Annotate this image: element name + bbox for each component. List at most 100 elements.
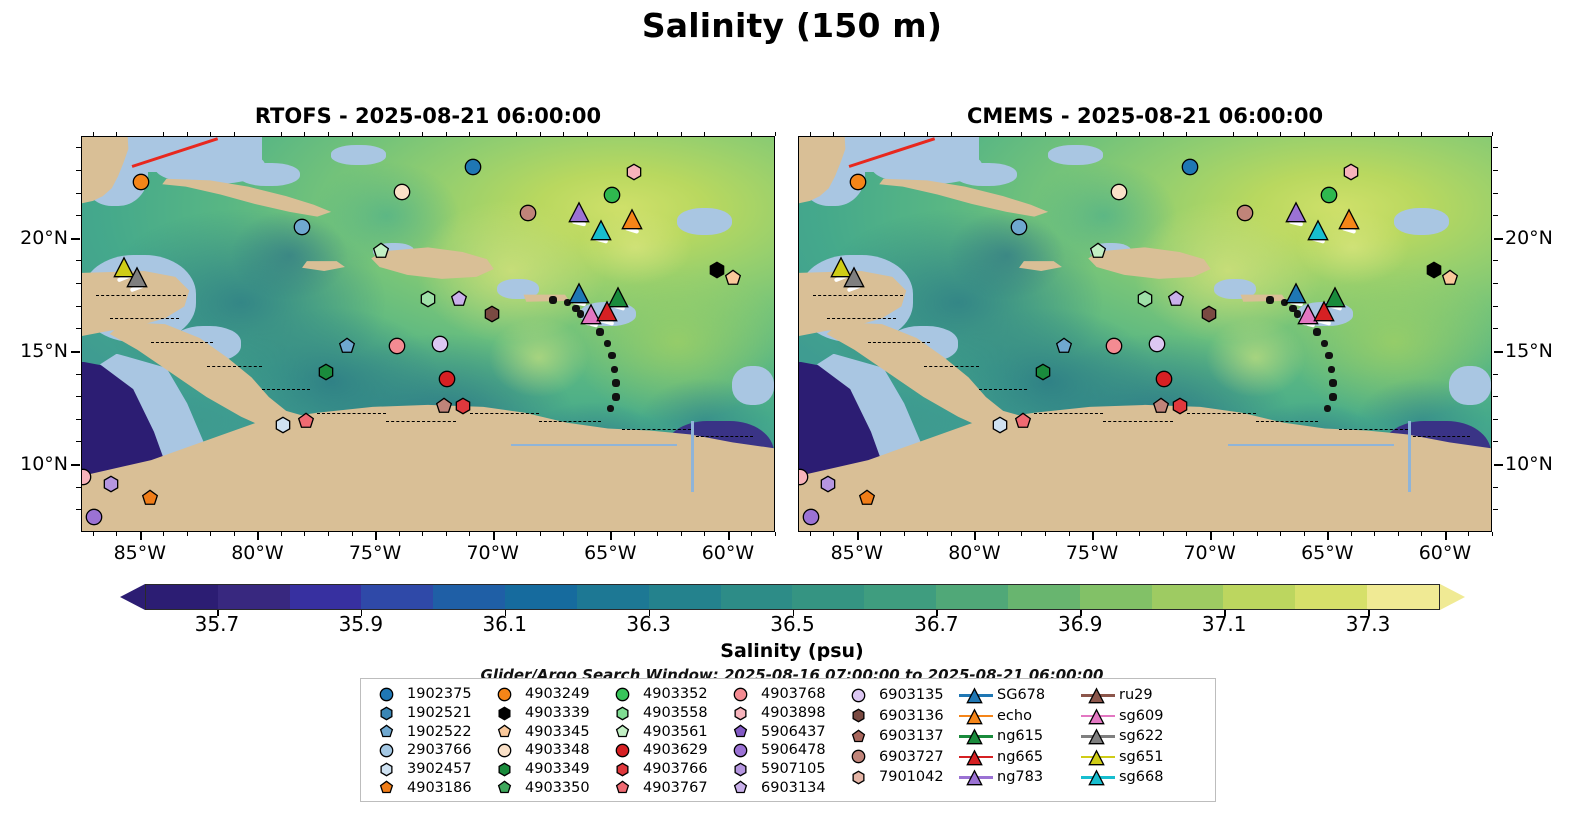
map-marker-4903898[interactable]: [625, 163, 643, 181]
map-marker-sg609[interactable]: [1296, 302, 1319, 325]
map-marker-sg622[interactable]: [125, 266, 148, 288]
map-marker-ng615[interactable]: [607, 285, 630, 308]
map-marker-echo[interactable]: [621, 208, 643, 230]
map-marker-4903768[interactable]: [388, 337, 406, 355]
map-marker-1902375[interactable]: [464, 158, 482, 176]
map-marker-6903727[interactable]: [519, 204, 537, 222]
legend-item-sg609[interactable]: sg609: [1081, 706, 1203, 727]
map-marker-4903898[interactable]: [1342, 163, 1360, 181]
legend-item-4903348[interactable]: 4903348: [487, 741, 605, 760]
map-marker-4903766[interactable]: [1171, 397, 1189, 415]
legend-item-4903349[interactable]: 4903349: [487, 760, 605, 779]
legend-item-2903766[interactable]: 2903766: [369, 741, 487, 760]
map-marker-SG678[interactable]: [1285, 282, 1307, 304]
legend-item-echo[interactable]: echo: [959, 706, 1081, 727]
map-marker-sg651[interactable]: [112, 256, 135, 278]
map-panel-cmems[interactable]: [798, 136, 1492, 532]
legend-item-4903767[interactable]: 4903767: [605, 778, 723, 797]
map-marker-4903348[interactable]: [393, 183, 411, 201]
legend-item-4903350[interactable]: 4903350: [487, 778, 605, 797]
legend-item-4903558[interactable]: 4903558: [605, 704, 723, 723]
map-marker-4903348[interactable]: [1110, 183, 1128, 201]
map-marker-1902375[interactable]: [1181, 158, 1199, 176]
legend-item-6903135[interactable]: 6903135: [841, 685, 959, 706]
legend-item-4903249[interactable]: 4903249: [487, 685, 605, 704]
legend-item-4903629[interactable]: 4903629: [605, 741, 723, 760]
map-marker-5906478[interactable]: [802, 508, 820, 526]
legend-item-6903137[interactable]: 6903137: [841, 726, 959, 747]
legend-item-6903727[interactable]: 6903727: [841, 747, 959, 768]
legend-item-sg651[interactable]: sg651: [1081, 747, 1203, 768]
legend-item-6903134[interactable]: 6903134: [723, 778, 841, 797]
map-marker-4903561[interactable]: [372, 242, 390, 260]
map-marker-sg609[interactable]: [579, 302, 602, 325]
map-marker-4903768b[interactable]: [799, 468, 809, 486]
map-marker-6903727[interactable]: [1236, 204, 1254, 222]
legend-item-ng615[interactable]: ng615: [959, 726, 1081, 747]
map-marker-sg651[interactable]: [829, 256, 852, 278]
legend-item-4903766[interactable]: 4903766: [605, 760, 723, 779]
map-marker-6903137[interactable]: [1152, 397, 1170, 415]
map-marker-4903558[interactable]: [419, 290, 437, 308]
legend-item-1902375[interactable]: 1902375: [369, 685, 487, 704]
map-marker-4903186[interactable]: [141, 488, 159, 507]
map-marker-4903352[interactable]: [603, 186, 621, 204]
map-marker-6903134[interactable]: [1167, 290, 1185, 308]
map-marker-1902521[interactable]: [293, 218, 311, 236]
legend-item-4903898[interactable]: 4903898: [723, 704, 841, 723]
map-marker-5907105[interactable]: [102, 475, 120, 493]
legend-item-7901042[interactable]: 7901042: [841, 767, 959, 788]
legend-item-SG678[interactable]: SG678: [959, 685, 1081, 706]
map-marker-4903629[interactable]: [1155, 370, 1173, 388]
map-marker-4903345[interactable]: [1441, 269, 1459, 287]
map-marker-6903136[interactable]: [483, 305, 501, 323]
legend-item-ng665[interactable]: ng665: [959, 747, 1081, 768]
legend-item-6903136[interactable]: 6903136: [841, 706, 959, 727]
map-marker-echo[interactable]: [1338, 208, 1360, 230]
map-marker-6903137[interactable]: [435, 397, 453, 415]
legend-item-ru29[interactable]: ru29: [1081, 685, 1203, 706]
map-marker-5906478[interactable]: [85, 508, 103, 526]
map-marker-ng783[interactable]: [1285, 201, 1307, 223]
map-marker-4903768[interactable]: [1105, 337, 1123, 355]
legend-item-4903339[interactable]: 4903339: [487, 704, 605, 723]
map-marker-4903249[interactable]: [132, 173, 150, 191]
map-marker-6903134[interactable]: [450, 290, 468, 308]
map-marker-4903349[interactable]: [1034, 363, 1052, 381]
legend-item-1902521[interactable]: 1902521: [369, 704, 487, 723]
map-marker-3902457[interactable]: [991, 416, 1009, 434]
map-marker-6903135[interactable]: [431, 335, 449, 353]
legend-item-sg622[interactable]: sg622: [1081, 726, 1203, 747]
map-marker-4903767[interactable]: [1014, 412, 1032, 430]
map-marker-4903249[interactable]: [849, 173, 867, 191]
legend-item-5907105[interactable]: 5907105: [723, 760, 841, 779]
map-marker-4903339[interactable]: [1425, 261, 1443, 279]
map-marker-4903339[interactable]: [708, 261, 726, 279]
legend-item-sg668[interactable]: sg668: [1081, 767, 1203, 788]
legend-item-5906437[interactable]: 5906437: [723, 722, 841, 741]
map-marker-sg668[interactable]: [1307, 218, 1329, 241]
map-marker-4903629[interactable]: [438, 370, 456, 388]
map-marker-4903352[interactable]: [1320, 186, 1338, 204]
legend-item-ng783[interactable]: ng783: [959, 767, 1081, 788]
legend-item-4903768[interactable]: 4903768: [723, 685, 841, 704]
map-marker-ng665[interactable]: [1312, 300, 1335, 322]
legend-item-3902457[interactable]: 3902457: [369, 760, 487, 779]
map-marker-1902522[interactable]: [338, 337, 356, 355]
legend-item-4903186[interactable]: 4903186: [369, 778, 487, 797]
map-marker-4903766[interactable]: [454, 397, 472, 415]
map-marker-6903136[interactable]: [1200, 305, 1218, 323]
legend-item-1902522[interactable]: 1902522: [369, 722, 487, 741]
map-marker-4903186[interactable]: [858, 488, 876, 507]
map-marker-5907105[interactable]: [819, 475, 837, 493]
map-marker-4903561[interactable]: [1089, 242, 1107, 260]
map-marker-4903345[interactable]: [724, 269, 742, 287]
legend-item-5906478[interactable]: 5906478: [723, 741, 841, 760]
map-marker-4903767[interactable]: [297, 412, 315, 430]
legend-item-4903352[interactable]: 4903352: [605, 685, 723, 704]
legend-item-4903345[interactable]: 4903345: [487, 722, 605, 741]
map-marker-4903349[interactable]: [317, 363, 335, 381]
map-marker-4903768b[interactable]: [82, 468, 92, 486]
legend-item-4903561[interactable]: 4903561: [605, 722, 723, 741]
map-marker-ng783[interactable]: [568, 201, 590, 223]
